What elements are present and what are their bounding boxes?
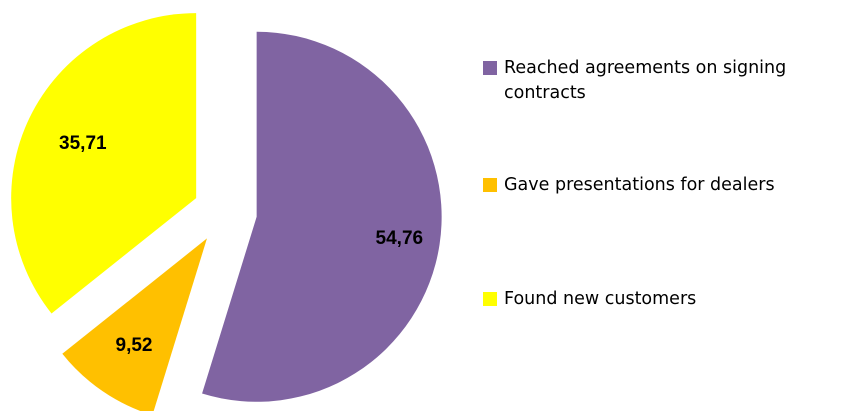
legend-label-new-customers: Found new customers bbox=[504, 289, 697, 309]
slice-signing-contracts bbox=[202, 31, 442, 402]
legend-item-signing-contracts: Reached agreements on signing contracts bbox=[483, 56, 844, 106]
legend-item-dealer-presentations: Gave presentations for dealers bbox=[483, 173, 844, 198]
slice-dealer-presentations bbox=[62, 238, 207, 411]
legend-swatch-new-customers bbox=[483, 292, 497, 306]
slice-label-dealer-presentations: 9,52 bbox=[116, 335, 153, 356]
pie-plot-area: 54,76 9,52 35,71 bbox=[11, 13, 442, 411]
legend-label-dealer-presentations: Gave presentations for dealers bbox=[504, 175, 775, 195]
legend-item-new-customers: Found new customers bbox=[483, 287, 844, 312]
legend-swatch-dealer-presentations bbox=[483, 178, 497, 192]
legend-swatch-signing-contracts bbox=[483, 61, 497, 75]
slice-label-new-customers: 35,71 bbox=[59, 133, 107, 154]
slice-label-signing-contracts: 54,76 bbox=[376, 228, 424, 249]
slice-new-customers bbox=[11, 13, 197, 314]
legend-label-signing-contracts: Reached agreements on signing contracts bbox=[504, 58, 787, 103]
